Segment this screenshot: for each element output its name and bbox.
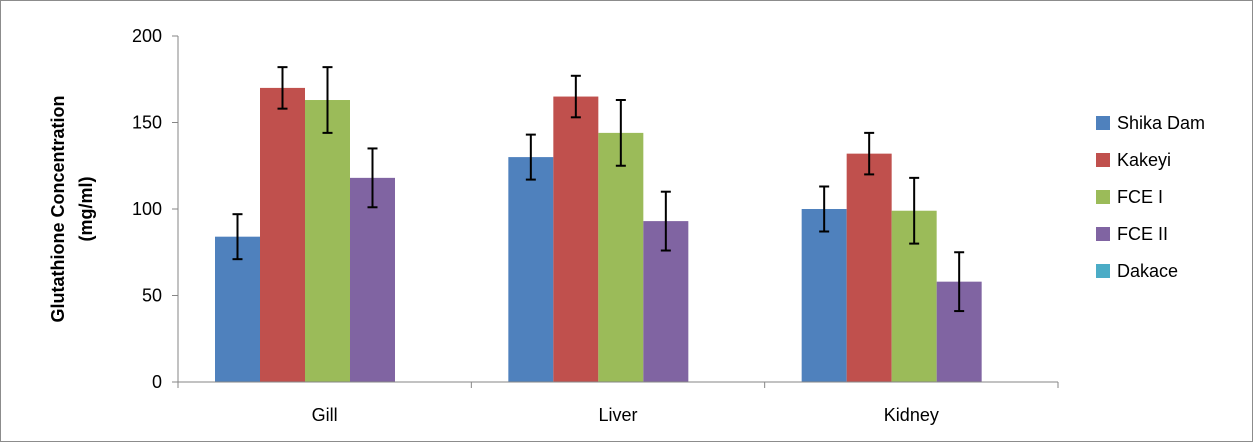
error-bar <box>525 133 536 181</box>
bar-fce-i-liver <box>598 132 644 382</box>
y-axis-title: Glutathione Concentration <box>48 96 68 323</box>
legend-swatch <box>1096 264 1110 278</box>
error-bar <box>570 74 581 119</box>
legend-item: FCE I <box>1096 187 1163 207</box>
error-bars-layer <box>232 66 965 313</box>
error-bar <box>232 213 243 261</box>
legend-swatch <box>1096 153 1110 167</box>
bars-layer <box>215 87 982 383</box>
legend-label: FCE I <box>1117 187 1163 207</box>
y-tick-label: 50 <box>142 286 162 306</box>
error-bar <box>322 66 333 134</box>
y-axis-unit: (mg/ml) <box>76 176 96 241</box>
x-tick-label: Kidney <box>884 405 939 425</box>
error-bar <box>615 99 626 167</box>
error-bar <box>367 147 378 209</box>
legend-swatch <box>1096 227 1110 241</box>
x-tick-label: Gill <box>312 405 338 425</box>
legend-item: Kakeyi <box>1096 150 1171 170</box>
legend-item: Shika Dam <box>1096 113 1205 133</box>
y-ticks-layer: 0 50 100 150 200 <box>132 26 178 392</box>
legend-swatch <box>1096 190 1110 204</box>
bar-kakeyi-liver <box>553 96 599 383</box>
error-bar <box>819 185 830 233</box>
legend-label: Shika Dam <box>1117 113 1205 133</box>
legend-item: FCE II <box>1096 224 1168 244</box>
bar-kakeyi-gill <box>260 87 305 383</box>
legend-label: FCE II <box>1117 224 1168 244</box>
error-bar <box>954 251 965 313</box>
bar-shika-dam-gill <box>215 236 260 382</box>
bar-fce-i-gill <box>305 100 350 382</box>
error-bar <box>277 66 288 110</box>
y-tick-label: 150 <box>132 113 162 133</box>
y-tick-label: 200 <box>132 26 162 46</box>
error-bar <box>909 176 920 245</box>
bar-shika-dam-liver <box>508 157 554 382</box>
bar-fce-ii-gill <box>350 177 395 382</box>
legend-item: Dakace <box>1096 261 1178 281</box>
error-bar <box>864 131 875 176</box>
y-tick-label: 0 <box>152 372 162 392</box>
x-ticks-layer: Gill Liver Kidney <box>177 382 1059 425</box>
legend: Shika Dam Kakeyi FCE I FCE II Dakace <box>1096 113 1205 281</box>
bar-shika-dam-kidney <box>801 209 847 382</box>
error-bar <box>660 190 671 252</box>
legend-label: Dakace <box>1117 261 1178 281</box>
legend-swatch <box>1096 116 1110 130</box>
legend-label: Kakeyi <box>1117 150 1171 170</box>
x-tick-label: Liver <box>598 405 637 425</box>
bar-kakeyi-kidney <box>846 153 892 382</box>
y-tick-label: 100 <box>132 199 162 219</box>
